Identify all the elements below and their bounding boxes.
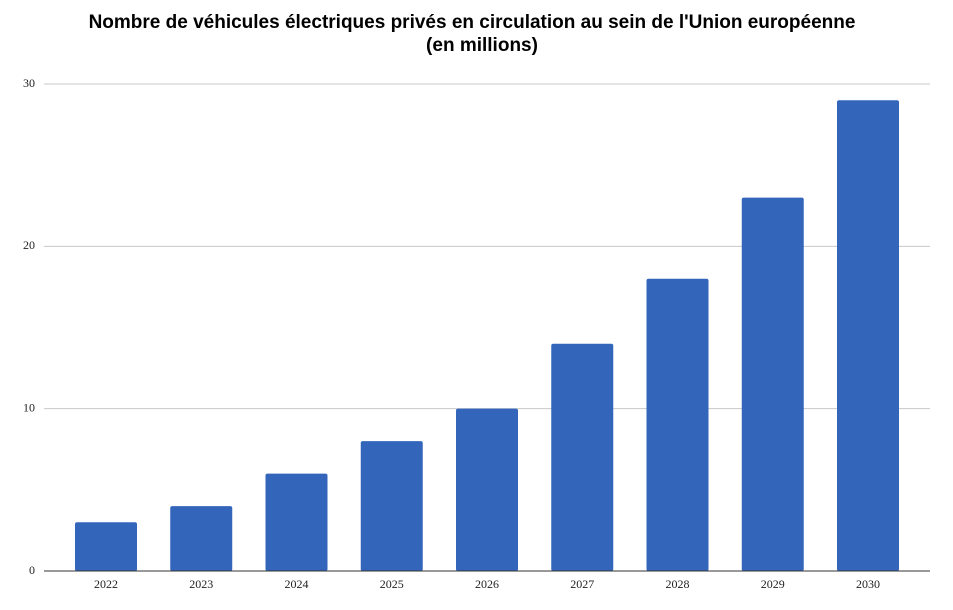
y-tick-label: 10 xyxy=(23,400,35,414)
x-tick-label: 2027 xyxy=(570,577,594,591)
bar xyxy=(75,522,137,571)
bar xyxy=(837,100,899,571)
bar xyxy=(360,441,423,571)
bar xyxy=(265,473,328,571)
y-tick-label: 20 xyxy=(23,238,35,252)
x-tick-label: 2025 xyxy=(380,577,404,591)
y-tick-label: 30 xyxy=(23,76,35,90)
chart-title: Nombre de véhicules électriques privés e… xyxy=(89,12,856,33)
bar xyxy=(741,197,804,571)
x-tick-label: 2024 xyxy=(285,577,309,591)
x-tick-label: 2026 xyxy=(475,577,499,591)
bar xyxy=(646,278,709,571)
bar xyxy=(551,343,614,571)
bar xyxy=(456,408,518,571)
x-tick-label: 2028 xyxy=(666,577,690,591)
x-tick-label: 2023 xyxy=(189,577,213,591)
chart-subtitle: (en millions) xyxy=(426,35,538,56)
y-tick-label: 0 xyxy=(29,563,35,577)
x-tick-label: 2022 xyxy=(94,577,118,591)
x-tick-label: 2029 xyxy=(761,577,785,591)
bar xyxy=(170,506,233,571)
x-tick-label: 2030 xyxy=(856,577,880,591)
